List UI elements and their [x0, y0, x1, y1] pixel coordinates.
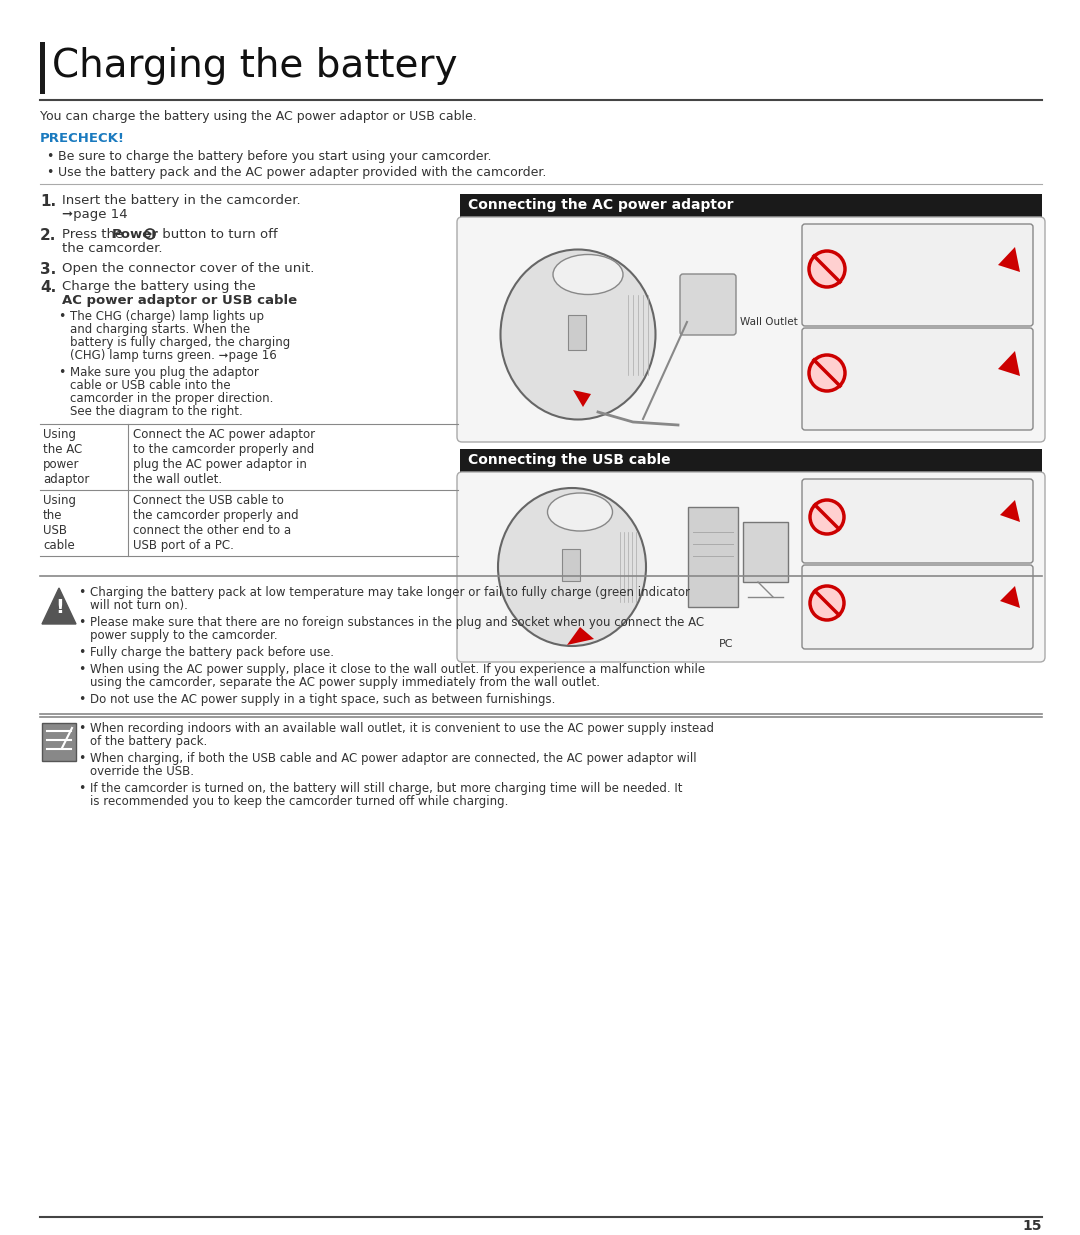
FancyBboxPatch shape	[680, 274, 735, 335]
Text: override the USB.: override the USB.	[90, 764, 194, 778]
Bar	[40, 42, 45, 94]
Text: Open the connector cover of the unit.: Open the connector cover of the unit.	[62, 262, 314, 275]
Text: using the camcorder, separate the AC power supply immediately from the wall outl: using the camcorder, separate the AC pow…	[90, 676, 600, 689]
Text: •: •	[46, 149, 53, 163]
Text: Connect the USB cable to
the camcorder properly and
connect the other end to a
U: Connect the USB cable to the camcorder p…	[133, 494, 299, 552]
Text: Use the battery pack and the AC power adapter provided with the camcorder.: Use the battery pack and the AC power ad…	[58, 165, 546, 179]
Text: 15: 15	[1023, 1219, 1042, 1233]
Bar	[743, 522, 788, 582]
Text: camcorder in the proper direction.: camcorder in the proper direction.	[70, 391, 273, 405]
Ellipse shape	[548, 493, 612, 531]
Text: When using the AC power supply, place it close to the wall outlet. If you experi: When using the AC power supply, place it…	[90, 663, 705, 676]
Bar	[460, 450, 1042, 475]
Text: Please make sure that there are no foreign substances in the plug and socket whe: Please make sure that there are no forei…	[90, 616, 704, 629]
Text: .: .	[237, 294, 241, 308]
Text: is recommended you to keep the camcorder turned off while charging.: is recommended you to keep the camcorder…	[90, 795, 509, 808]
Text: If the camcorder is turned on, the battery will still charge, but more charging : If the camcorder is turned on, the batte…	[90, 782, 683, 795]
Text: Power: Power	[112, 228, 159, 241]
Ellipse shape	[553, 254, 623, 294]
Polygon shape	[998, 351, 1020, 375]
FancyBboxPatch shape	[457, 217, 1045, 442]
Ellipse shape	[498, 488, 646, 646]
Polygon shape	[998, 247, 1020, 272]
Text: Charging the battery pack at low temperature may take longer or fail to fully ch: Charging the battery pack at low tempera…	[90, 585, 690, 599]
Bar	[562, 550, 580, 580]
FancyBboxPatch shape	[802, 224, 1032, 326]
Text: When charging, if both the USB cable and AC power adaptor are connected, the AC : When charging, if both the USB cable and…	[90, 752, 697, 764]
FancyBboxPatch shape	[802, 329, 1032, 430]
Text: See the diagram to the right.: See the diagram to the right.	[70, 405, 243, 417]
Polygon shape	[1000, 585, 1020, 608]
Text: •: •	[78, 646, 85, 659]
Text: Do not use the AC power supply in a tight space, such as between furnishings.: Do not use the AC power supply in a tigh…	[90, 693, 555, 706]
Text: 2.: 2.	[40, 228, 56, 243]
Text: •: •	[58, 310, 66, 324]
Text: and charging starts. When the: and charging starts. When the	[70, 324, 251, 336]
Circle shape	[810, 585, 843, 620]
Text: Connecting the USB cable: Connecting the USB cable	[468, 453, 671, 467]
Polygon shape	[1000, 500, 1020, 522]
Text: Using
the
USB
cable: Using the USB cable	[43, 494, 76, 552]
Text: •: •	[58, 366, 66, 379]
Text: Fully charge the battery pack before use.: Fully charge the battery pack before use…	[90, 646, 334, 659]
Bar	[460, 194, 1042, 220]
Text: AC power adaptor or USB cable: AC power adaptor or USB cable	[62, 294, 297, 308]
Text: •: •	[78, 616, 85, 629]
Text: When recording indoors with an available wall outlet, it is convenient to use th: When recording indoors with an available…	[90, 722, 714, 735]
Circle shape	[809, 251, 845, 287]
Text: Make sure you plug the adaptor: Make sure you plug the adaptor	[70, 366, 259, 379]
Text: You can charge the battery using the AC power adaptor or USB cable.: You can charge the battery using the AC …	[40, 110, 476, 124]
FancyBboxPatch shape	[802, 564, 1032, 650]
Bar	[568, 315, 586, 350]
Text: PC: PC	[719, 638, 733, 650]
Text: PRECHECK!: PRECHECK!	[40, 132, 125, 144]
Text: Connecting the AC power adaptor: Connecting the AC power adaptor	[468, 198, 733, 212]
Circle shape	[809, 354, 845, 391]
Text: !: !	[55, 598, 64, 618]
Polygon shape	[567, 627, 594, 645]
Ellipse shape	[500, 249, 656, 420]
Text: Wall Outlet: Wall Outlet	[740, 317, 798, 327]
Text: •: •	[78, 752, 85, 764]
Text: •: •	[46, 165, 53, 179]
Text: •: •	[78, 782, 85, 795]
FancyBboxPatch shape	[457, 472, 1045, 662]
Text: the camcorder.: the camcorder.	[62, 242, 162, 254]
Text: •: •	[78, 693, 85, 706]
Text: cable or USB cable into the: cable or USB cable into the	[70, 379, 231, 391]
Text: 4.: 4.	[40, 280, 56, 295]
Text: 3.: 3.	[40, 262, 56, 277]
Text: •: •	[78, 663, 85, 676]
Text: 1.: 1.	[40, 194, 56, 209]
Circle shape	[149, 232, 151, 236]
Text: Be sure to charge the battery before you start using your camcorder.: Be sure to charge the battery before you…	[58, 149, 491, 163]
Text: battery is fully charged, the charging: battery is fully charged, the charging	[70, 336, 291, 350]
Text: will not turn on).: will not turn on).	[90, 599, 188, 613]
Text: Press the: Press the	[62, 228, 127, 241]
Text: Charging the battery: Charging the battery	[52, 47, 458, 85]
Text: power supply to the camcorder.: power supply to the camcorder.	[90, 629, 278, 642]
Polygon shape	[573, 390, 591, 408]
Text: The CHG (charge) lamp lights up: The CHG (charge) lamp lights up	[70, 310, 264, 324]
Text: Insert the battery in the camcorder.: Insert the battery in the camcorder.	[62, 194, 300, 207]
Text: Using
the AC
power
adaptor: Using the AC power adaptor	[43, 429, 90, 487]
Text: of the battery pack.: of the battery pack.	[90, 735, 207, 748]
Text: (CHG) lamp turns green. ➞page 16: (CHG) lamp turns green. ➞page 16	[70, 350, 276, 362]
Polygon shape	[42, 588, 76, 624]
Text: •: •	[78, 585, 85, 599]
Bar	[42, 722, 76, 761]
Text: Connect the AC power adaptor
to the camcorder properly and
plug the AC power ada: Connect the AC power adaptor to the camc…	[133, 429, 315, 487]
Text: ➞page 14: ➞page 14	[62, 207, 127, 221]
Circle shape	[810, 500, 843, 534]
Text: Charge the battery using the: Charge the battery using the	[62, 280, 256, 293]
Bar	[688, 508, 738, 606]
Text: button to turn off: button to turn off	[158, 228, 278, 241]
FancyBboxPatch shape	[802, 479, 1032, 563]
Text: •: •	[78, 722, 85, 735]
